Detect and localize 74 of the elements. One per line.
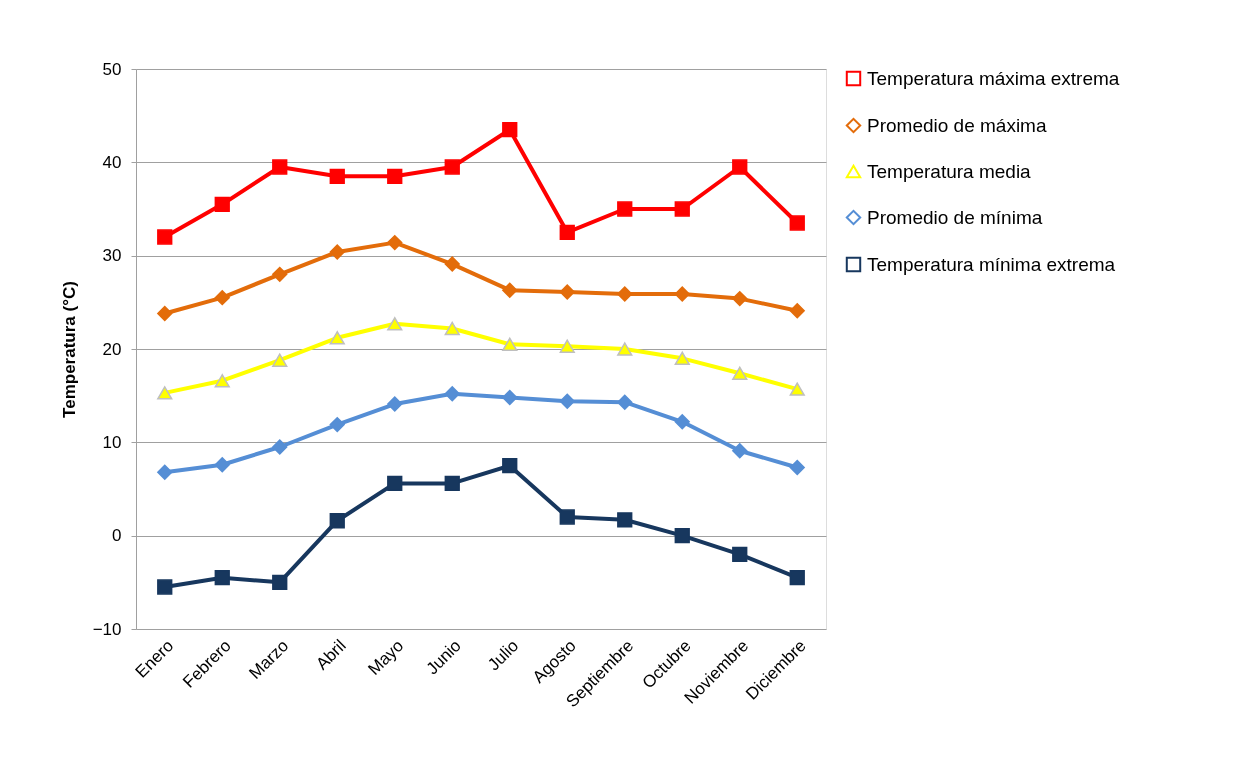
y-tick-label: 20 bbox=[102, 339, 122, 359]
point bbox=[559, 509, 575, 525]
point bbox=[214, 570, 230, 586]
point bbox=[674, 351, 690, 366]
legend-label: Promedio de máxima bbox=[867, 114, 1047, 136]
point bbox=[214, 290, 230, 306]
point bbox=[387, 168, 403, 184]
y-tick-label: 30 bbox=[102, 246, 122, 266]
y-axis-title: Temperatura (°C) bbox=[59, 281, 79, 418]
point bbox=[272, 439, 288, 455]
point bbox=[732, 546, 748, 562]
point bbox=[502, 282, 518, 298]
point bbox=[157, 229, 173, 245]
point bbox=[617, 394, 633, 410]
point bbox=[214, 196, 230, 212]
point bbox=[617, 342, 633, 356]
point bbox=[789, 570, 805, 586]
point bbox=[559, 339, 575, 353]
point bbox=[502, 122, 518, 138]
point bbox=[329, 416, 345, 433]
point bbox=[157, 579, 173, 595]
y-tick-label: 40 bbox=[102, 152, 122, 172]
point bbox=[272, 574, 288, 590]
legend-label: Promedio de mínima bbox=[867, 206, 1043, 228]
legend-label: Temperatura mínima extrema bbox=[867, 253, 1116, 275]
point bbox=[444, 475, 460, 492]
point bbox=[617, 286, 633, 302]
point bbox=[329, 331, 345, 345]
point bbox=[674, 201, 690, 217]
point bbox=[502, 337, 518, 352]
legend-label: Temperatura media bbox=[867, 160, 1032, 182]
point bbox=[272, 159, 288, 175]
point bbox=[559, 393, 575, 409]
point bbox=[329, 244, 345, 260]
point bbox=[387, 475, 403, 492]
point bbox=[732, 443, 748, 459]
point bbox=[674, 286, 690, 302]
point bbox=[559, 224, 575, 240]
point bbox=[502, 458, 518, 474]
point bbox=[444, 256, 460, 272]
point bbox=[157, 305, 173, 322]
point bbox=[387, 396, 403, 412]
x-tick-label: Julio bbox=[484, 636, 523, 675]
point bbox=[444, 159, 460, 175]
point bbox=[732, 290, 748, 307]
point bbox=[617, 201, 633, 217]
point bbox=[214, 457, 230, 473]
point bbox=[329, 168, 345, 184]
point bbox=[502, 389, 518, 406]
legend-label: Temperatura máxima extrema bbox=[867, 67, 1120, 89]
point bbox=[559, 284, 575, 300]
y-tick-label: 50 bbox=[102, 59, 122, 79]
point bbox=[789, 303, 805, 319]
point bbox=[617, 512, 633, 528]
point bbox=[732, 159, 748, 175]
point bbox=[214, 374, 230, 388]
point bbox=[444, 386, 460, 402]
point bbox=[674, 528, 690, 544]
point bbox=[387, 234, 403, 251]
point bbox=[157, 386, 173, 400]
y-tick-label: 0 bbox=[112, 526, 122, 546]
y-tick-label: 10 bbox=[102, 432, 122, 452]
y-tick-label: −10 bbox=[92, 619, 122, 639]
point bbox=[674, 414, 690, 430]
point bbox=[387, 317, 403, 331]
point bbox=[732, 366, 748, 380]
point bbox=[157, 464, 173, 480]
point bbox=[789, 215, 805, 231]
point bbox=[789, 382, 805, 396]
point bbox=[789, 459, 805, 476]
point bbox=[329, 513, 345, 529]
point bbox=[444, 321, 460, 336]
point bbox=[272, 266, 288, 282]
point bbox=[272, 353, 288, 367]
